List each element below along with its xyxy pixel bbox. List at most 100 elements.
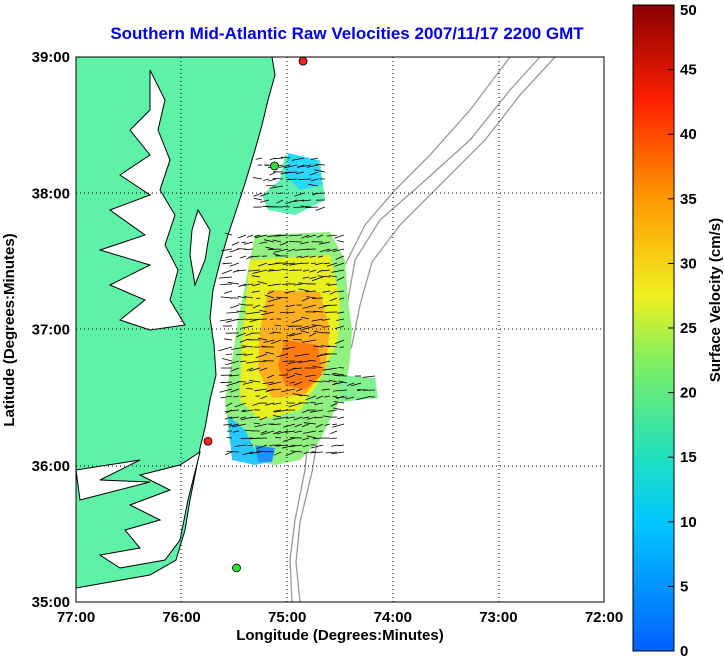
velocity-vector [297, 178, 312, 181]
velocity-vector [274, 451, 282, 456]
velocity-vector [246, 360, 261, 364]
velocity-vector [259, 367, 268, 371]
map-title: Southern Mid-Atlantic Raw Velocities 200… [110, 24, 584, 43]
x-tick-labels: 77:00 76:00 75:00 74:00 73:00 72:00 [57, 609, 623, 626]
bathymetry-contour [295, 57, 556, 602]
velocity-vector [260, 430, 268, 434]
velocity-vector [334, 375, 348, 377]
colorbar-label: Surface Velocity (cm/s) [707, 218, 724, 382]
velocity-vector [257, 262, 268, 267]
velocity-vector [249, 416, 261, 419]
velocity-vector [300, 330, 310, 334]
x-axis-label: Longitude (Degrees:Minutes) [236, 627, 444, 644]
velocity-vector [332, 372, 345, 376]
velocity-vector [230, 388, 240, 393]
velocity-vector [337, 311, 345, 314]
velocity-vector [224, 409, 240, 412]
x-tick-label: 75:00 [268, 609, 306, 626]
velocity-vector [288, 178, 298, 181]
colorbar-tick-label: 20 [680, 385, 697, 402]
velocity-vector [302, 430, 317, 434]
velocity-vector [347, 382, 355, 386]
velocity-vector [313, 310, 324, 313]
velocity-vector [248, 451, 261, 455]
velocity-vector [317, 275, 331, 278]
colorbar-tick-label: 25 [680, 320, 697, 337]
velocity-vector [328, 275, 338, 278]
x-tick-label: 76:00 [162, 609, 200, 626]
velocity-vector [241, 325, 254, 329]
velocity-vector [241, 345, 254, 348]
velocity-vector [287, 374, 296, 379]
colorbar-tick-label: 15 [680, 449, 697, 466]
velocity-vector [306, 416, 317, 420]
velocity-vector [238, 234, 247, 239]
colorbar-tick-label: 50 [680, 2, 697, 19]
velocity-vector [316, 395, 324, 400]
velocity-vector [313, 192, 326, 195]
velocity-vector [306, 435, 317, 439]
velocity-vector [292, 338, 303, 341]
velocity-vector [328, 283, 338, 286]
velocity-vector [252, 269, 268, 274]
velocity-vector [246, 234, 254, 238]
velocity-vector [265, 246, 275, 250]
velocity-vector [317, 255, 324, 258]
velocity-vector [256, 450, 268, 453]
velocity-vector [253, 318, 268, 320]
radar-sites [203, 57, 308, 573]
velocity-vector [240, 395, 247, 398]
velocity-vector [248, 269, 261, 272]
velocity-vector [313, 345, 324, 348]
velocity-vector [220, 381, 233, 384]
colorbar-tick-label: 0 [680, 643, 688, 659]
velocity-vector [240, 416, 247, 419]
radar-site-marker [203, 436, 213, 446]
velocity-vector [248, 255, 261, 258]
velocity-vector [338, 380, 348, 384]
x-tick-label: 74:00 [374, 609, 412, 626]
velocity-vector [266, 388, 282, 391]
velocity-vector [240, 255, 247, 259]
velocity-vector [267, 234, 282, 238]
velocity-vector [323, 304, 338, 307]
velocity-vector [225, 353, 233, 355]
colorbar-tick-label: 5 [680, 578, 688, 595]
velocity-vector [303, 451, 310, 454]
velocity-vector [230, 416, 240, 419]
velocity-vector [298, 288, 310, 292]
velocity-vector [309, 409, 324, 413]
velocity-vector [238, 303, 247, 306]
velocity-vector [251, 290, 261, 293]
y-tick-label: 37:00 [32, 322, 70, 339]
velocity-vector [300, 241, 310, 245]
radar-site-marker [270, 161, 279, 171]
velocity-vector [255, 157, 263, 160]
colorbar-tick-label: 40 [680, 126, 697, 143]
velocity-vector [229, 374, 240, 377]
velocity-vector [326, 234, 338, 237]
velocity-vector [259, 241, 268, 244]
velocity-vector [226, 451, 240, 453]
velocity-vector [285, 199, 298, 205]
velocity-vector [310, 157, 319, 160]
velocity-vector [314, 169, 326, 173]
velocity-vector [332, 395, 338, 398]
velocity-vector [251, 275, 261, 278]
velocity-vector [261, 311, 275, 316]
velocity-vector [272, 430, 282, 435]
velocity-vector [303, 269, 310, 272]
velocity-vector [241, 241, 247, 244]
velocity-vector [334, 325, 345, 329]
velocity-vector [221, 358, 233, 362]
velocity-vector [231, 241, 240, 246]
velocity-vector [276, 199, 284, 204]
velocity-vector [325, 451, 338, 454]
y-tick-label: 35:00 [32, 594, 70, 611]
plot-frame [75, 56, 605, 603]
velocity-vector [219, 318, 233, 322]
velocity-vector [266, 450, 275, 453]
velocity-vector [254, 234, 261, 238]
velocity-vector [225, 255, 233, 259]
velocity-vector [267, 290, 275, 295]
